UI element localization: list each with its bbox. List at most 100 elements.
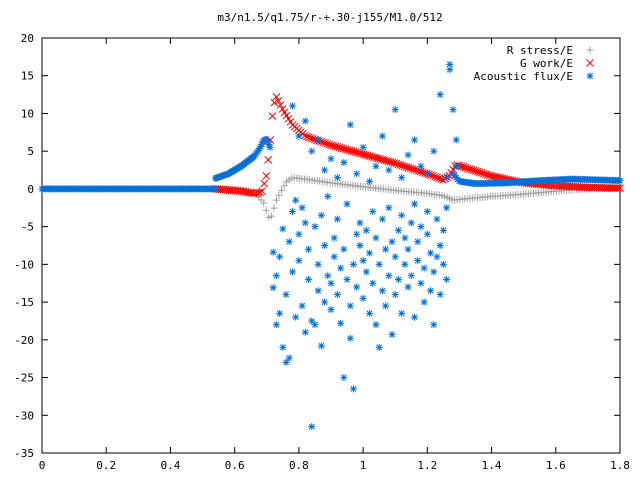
y-tick-label: -30 <box>14 409 34 422</box>
data-point <box>272 93 281 101</box>
data-point <box>276 101 285 109</box>
data-point <box>282 358 290 366</box>
x-tick-label: 0.2 <box>96 459 116 472</box>
data-point <box>372 162 380 170</box>
data-point <box>301 328 309 336</box>
x-tick-label: 1.8 <box>610 459 630 472</box>
data-point <box>301 117 309 125</box>
data-point <box>327 279 335 287</box>
data-point <box>211 185 219 193</box>
data-point <box>305 275 313 283</box>
data-point <box>314 287 322 295</box>
series-2 <box>38 60 624 431</box>
data-point <box>372 321 380 329</box>
x-tick-label: 1.4 <box>482 459 502 472</box>
y-tick-label: -35 <box>14 447 34 460</box>
x-tick-label: 0.4 <box>161 459 181 472</box>
data-point <box>321 166 329 174</box>
data-point <box>346 334 354 342</box>
data-point <box>375 343 383 351</box>
data-point <box>359 257 367 265</box>
data-point <box>394 160 403 169</box>
data-point <box>314 136 322 144</box>
data-point <box>414 238 422 246</box>
data-point <box>396 161 405 169</box>
data-point <box>433 253 441 261</box>
data-point <box>410 313 418 321</box>
data-point <box>264 156 273 164</box>
data-point <box>258 187 267 196</box>
data-point <box>443 174 451 182</box>
data-point <box>378 215 386 223</box>
data-point <box>292 313 300 321</box>
data-point <box>308 317 316 325</box>
data-point <box>254 188 262 197</box>
data-point <box>323 139 332 148</box>
data-point <box>292 196 300 204</box>
data-point <box>388 238 396 246</box>
data-point <box>465 165 474 173</box>
y-tick-label: 5 <box>27 145 34 158</box>
data-point <box>391 253 399 261</box>
data-point <box>410 200 418 208</box>
x-tick-label: 1.6 <box>546 459 566 472</box>
data-point <box>267 212 275 220</box>
data-point <box>260 199 268 207</box>
data-point <box>308 147 316 155</box>
data-point <box>467 165 476 174</box>
data-point <box>417 162 425 170</box>
x-tick-label: 1.2 <box>417 459 437 472</box>
data-point <box>327 155 335 163</box>
data-point <box>388 331 396 339</box>
data-point <box>385 204 393 212</box>
data-point <box>378 132 386 140</box>
data-point <box>423 208 431 216</box>
data-point <box>463 164 472 173</box>
data-point <box>452 136 460 144</box>
series-0 <box>211 174 624 221</box>
data-point <box>279 343 287 351</box>
data-point <box>392 159 401 168</box>
data-point <box>449 106 457 114</box>
data-point <box>616 184 624 193</box>
data-point <box>337 319 345 327</box>
data-point <box>616 177 624 185</box>
data-point <box>260 179 269 188</box>
data-point <box>417 223 425 231</box>
data-point <box>340 245 348 253</box>
data-point <box>270 98 279 107</box>
data-point <box>406 164 415 173</box>
data-point <box>298 302 306 310</box>
chart-title: m3/n1.5/q1.75/r-+.30-j155/M1.0/512 <box>217 11 442 24</box>
data-point <box>321 298 329 306</box>
data-point <box>276 253 284 261</box>
data-point <box>430 268 438 276</box>
data-point <box>311 321 319 329</box>
data-point <box>452 162 460 170</box>
data-point <box>473 167 482 176</box>
x-tick-label: 1 <box>360 459 367 472</box>
data-point <box>272 321 280 329</box>
data-point <box>269 284 277 292</box>
data-point <box>471 167 480 175</box>
data-point <box>410 165 419 174</box>
data-point <box>366 309 374 317</box>
data-point <box>400 162 409 171</box>
data-point <box>394 226 402 234</box>
data-point <box>266 143 274 151</box>
data-point <box>475 168 484 177</box>
data-point <box>404 151 412 159</box>
data-point <box>369 279 377 287</box>
data-point <box>262 206 270 214</box>
plot-border <box>41 37 621 454</box>
y-tick-label: 15 <box>21 70 34 83</box>
data-point <box>401 260 409 268</box>
data-point <box>391 106 399 114</box>
data-point <box>416 167 425 176</box>
data-point <box>262 172 271 180</box>
legend-marker <box>586 59 594 67</box>
data-point <box>356 242 364 249</box>
data-point <box>272 196 280 204</box>
data-point <box>469 166 478 175</box>
